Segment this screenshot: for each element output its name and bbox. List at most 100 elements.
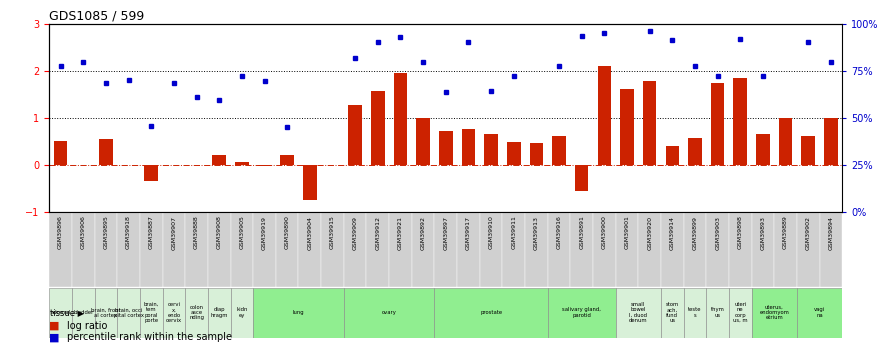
Bar <box>435 212 457 287</box>
Bar <box>688 138 702 165</box>
Bar <box>185 212 208 287</box>
Bar <box>801 136 815 165</box>
Text: GSM39918: GSM39918 <box>126 216 131 249</box>
Bar <box>144 165 158 181</box>
Text: percentile rank within the sample: percentile rank within the sample <box>67 333 232 342</box>
Text: GSM39888: GSM39888 <box>194 216 199 249</box>
Bar <box>162 212 185 287</box>
Text: GSM39902: GSM39902 <box>806 216 811 249</box>
Text: log ratio: log ratio <box>67 321 108 331</box>
Text: GSM39887: GSM39887 <box>149 216 154 249</box>
Bar <box>530 143 543 165</box>
Bar <box>349 105 362 165</box>
Bar <box>72 212 95 287</box>
Bar <box>412 212 435 287</box>
Bar <box>254 212 276 287</box>
Text: uteri
ne
corp
us, m: uteri ne corp us, m <box>733 302 747 323</box>
Text: colon
asce
nding: colon asce nding <box>189 305 204 321</box>
Bar <box>417 118 430 165</box>
Text: brain,
tem
poral
porte: brain, tem poral porte <box>143 302 159 323</box>
Text: GSM39911: GSM39911 <box>512 216 516 249</box>
Bar <box>254 288 344 338</box>
Text: GDS1085 / 599: GDS1085 / 599 <box>49 10 144 23</box>
Text: salivary gland,
parotid: salivary gland, parotid <box>563 307 601 318</box>
Bar <box>620 89 633 165</box>
Bar <box>779 118 792 165</box>
Text: GSM39893: GSM39893 <box>761 216 765 249</box>
Bar <box>140 288 162 338</box>
Bar <box>661 212 684 287</box>
Bar <box>507 142 521 165</box>
Bar <box>258 165 271 166</box>
Bar <box>371 91 384 165</box>
Bar <box>95 288 117 338</box>
Text: lung: lung <box>293 310 305 315</box>
Text: GSM39905: GSM39905 <box>239 216 245 249</box>
Text: GSM39912: GSM39912 <box>375 216 380 249</box>
Text: prostate: prostate <box>480 310 502 315</box>
Bar <box>638 212 661 287</box>
Bar <box>484 135 498 165</box>
Text: brain, occi
pital cortex: brain, occi pital cortex <box>114 307 143 318</box>
Bar <box>457 212 479 287</box>
Text: GSM39919: GSM39919 <box>262 216 267 249</box>
Text: GSM39904: GSM39904 <box>307 216 313 249</box>
Bar <box>797 212 820 287</box>
Bar <box>439 131 452 165</box>
Bar <box>774 212 797 287</box>
Bar <box>49 212 72 287</box>
Bar <box>72 288 95 338</box>
Bar <box>756 135 770 165</box>
Text: adrenal: adrenal <box>50 310 71 315</box>
Text: GSM39916: GSM39916 <box>556 216 562 249</box>
Bar <box>661 288 684 338</box>
Bar <box>280 155 294 165</box>
Text: GSM39896: GSM39896 <box>58 216 63 249</box>
Bar <box>95 212 117 287</box>
Text: GSM39897: GSM39897 <box>444 216 448 249</box>
Bar <box>797 288 842 338</box>
Text: GSM39903: GSM39903 <box>715 216 720 249</box>
Bar <box>54 140 67 165</box>
Text: GSM39906: GSM39906 <box>81 216 86 249</box>
Text: teste
s: teste s <box>688 307 702 318</box>
Bar <box>185 288 208 338</box>
Bar <box>99 139 113 165</box>
Bar <box>208 288 230 338</box>
Text: tissue ▶: tissue ▶ <box>50 308 84 317</box>
Bar <box>230 288 254 338</box>
Bar <box>684 288 706 338</box>
Text: small
bowel
I, duod
denum: small bowel I, duod denum <box>629 302 648 323</box>
Bar <box>729 288 752 338</box>
Bar <box>752 212 774 287</box>
Bar <box>393 73 408 165</box>
Text: GSM39908: GSM39908 <box>217 216 221 249</box>
Text: ■: ■ <box>49 333 60 342</box>
Text: ■: ■ <box>49 321 60 331</box>
Text: uterus,
endomyom
etrium: uterus, endomyom etrium <box>759 305 789 321</box>
Bar <box>547 288 616 338</box>
Bar <box>298 212 321 287</box>
Text: GSM39917: GSM39917 <box>466 216 471 249</box>
Text: cervi
x,
endo
cervix: cervi x, endo cervix <box>166 302 182 323</box>
Bar <box>235 161 249 165</box>
Text: GSM39913: GSM39913 <box>534 216 538 249</box>
Text: GSM39891: GSM39891 <box>579 216 584 249</box>
Text: GSM39921: GSM39921 <box>398 216 403 249</box>
Bar <box>706 212 729 287</box>
Bar <box>208 212 230 287</box>
Bar <box>117 212 140 287</box>
Bar <box>366 212 389 287</box>
Text: bladder: bladder <box>73 310 93 315</box>
Bar <box>706 288 729 338</box>
Bar <box>389 212 412 287</box>
Text: GSM39899: GSM39899 <box>693 216 697 249</box>
Bar <box>824 118 838 165</box>
Bar <box>547 212 571 287</box>
Bar <box>598 66 611 165</box>
Text: GSM39909: GSM39909 <box>353 216 358 249</box>
Text: GSM39915: GSM39915 <box>330 216 335 249</box>
Bar <box>752 288 797 338</box>
Bar <box>820 212 842 287</box>
Bar <box>666 146 679 165</box>
